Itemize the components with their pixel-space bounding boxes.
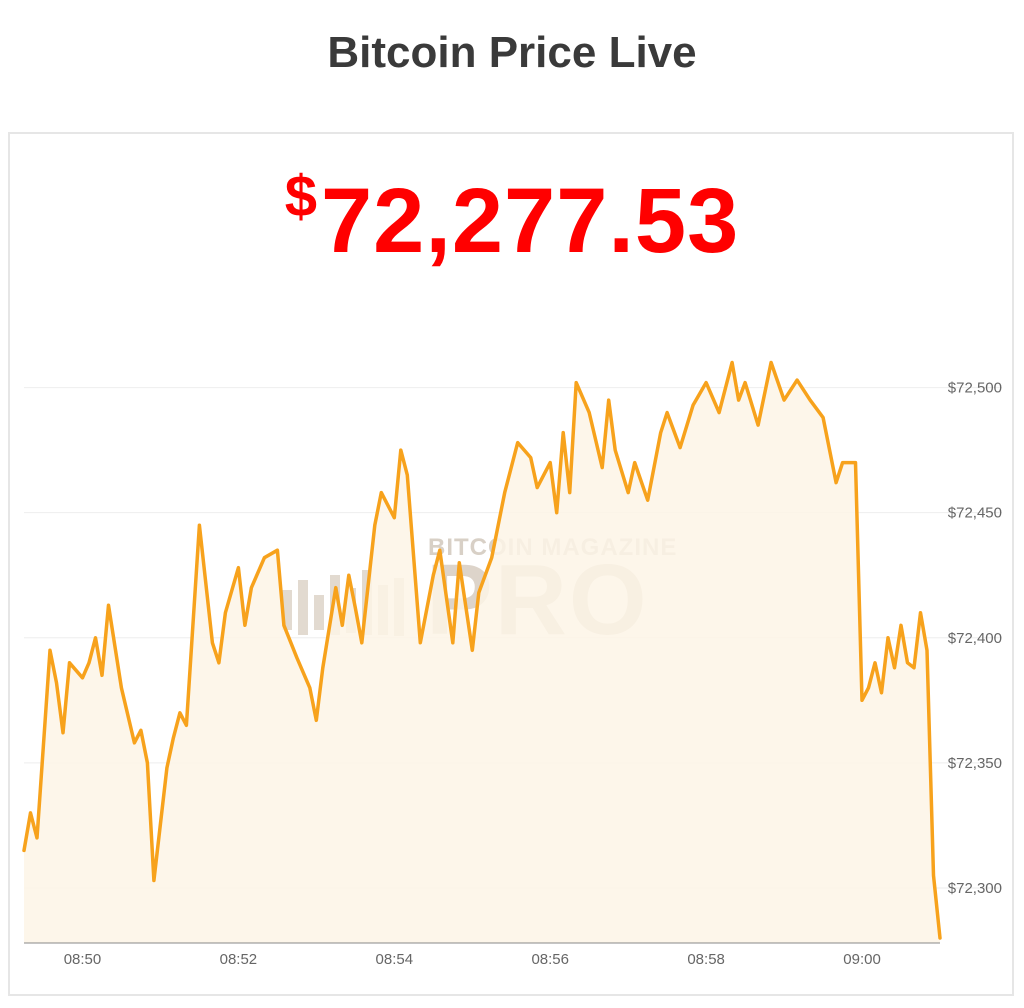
x-tick-label: 08:58 — [687, 951, 725, 968]
x-axis-ticks: 08:50 08:52 08:54 08:56 08:58 09:00 — [64, 951, 881, 968]
x-tick-label: 09:00 — [843, 951, 881, 968]
x-tick-label: 08:54 — [376, 951, 414, 968]
current-price: $72,277.53 — [0, 168, 1024, 268]
y-tick-label: $72,300 — [948, 880, 1002, 897]
currency-symbol: $ — [284, 164, 317, 229]
page-title: Bitcoin Price Live — [327, 28, 697, 77]
y-axis-ticks: $72,500 $72,450 $72,400 $72,350 $72,300 — [948, 380, 1002, 897]
x-tick-label: 08:52 — [220, 951, 258, 968]
y-tick-label: $72,450 — [948, 505, 1002, 522]
y-tick-label: $72,400 — [948, 630, 1002, 647]
price-value: 72,277.53 — [320, 170, 740, 272]
price-area-fill — [24, 362, 940, 943]
y-tick-label: $72,350 — [948, 755, 1002, 772]
price-line — [22, 360, 942, 940]
x-tick-label: 08:56 — [531, 951, 569, 968]
x-tick-label: 08:50 — [64, 951, 102, 968]
y-tick-label: $72,500 — [948, 380, 1002, 397]
